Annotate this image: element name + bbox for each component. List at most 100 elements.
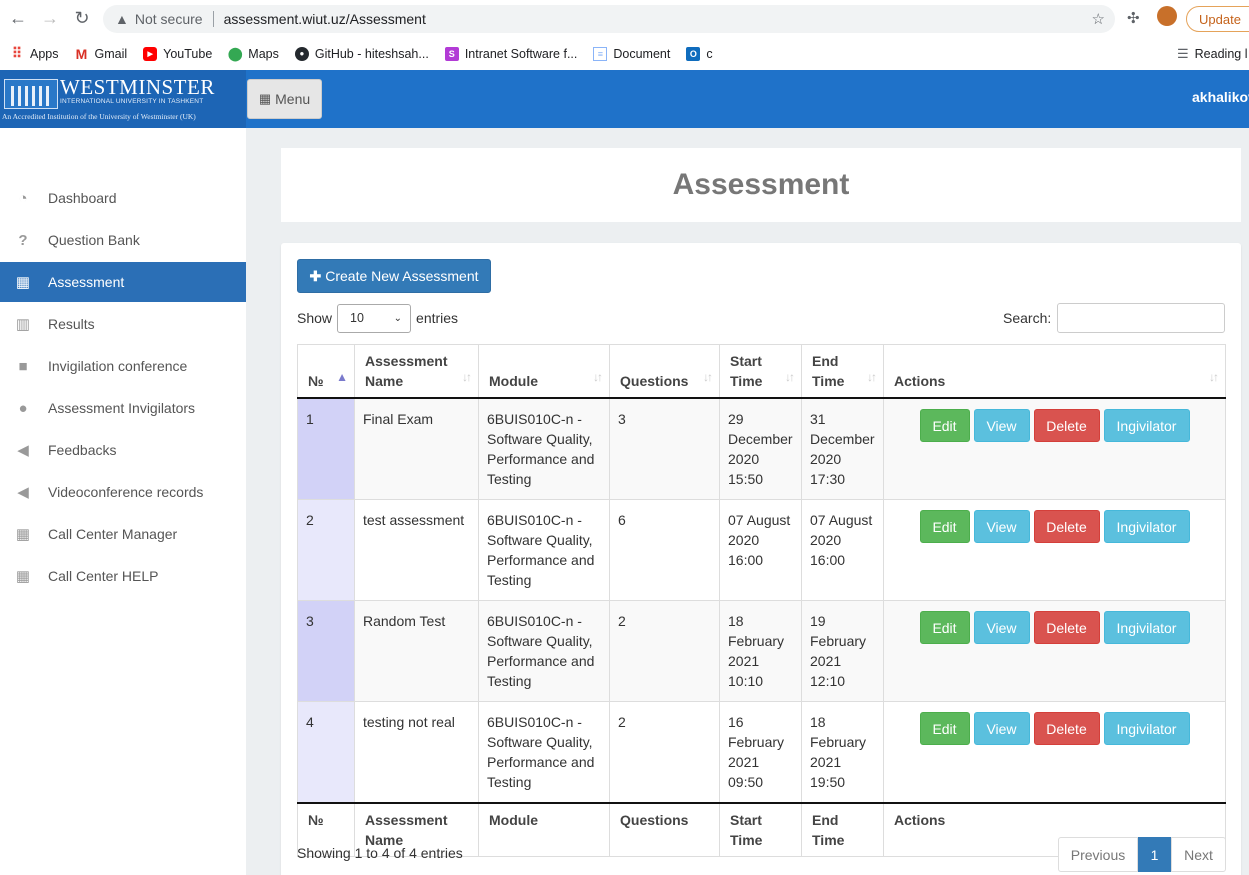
cell-name: testing not real bbox=[354, 701, 479, 804]
cell-end-time: 18 February 2021 19:50 bbox=[801, 701, 884, 804]
invigilator-button[interactable]: Ingivilator bbox=[1103, 510, 1190, 543]
bookmark-label: YouTube bbox=[163, 46, 213, 61]
university-logo[interactable]: WESTMINSTER INTERNATIONAL UNIVERSITY IN … bbox=[0, 70, 246, 128]
delete-button[interactable]: Delete bbox=[1033, 611, 1100, 644]
bullhorn-icon: ◀ bbox=[17, 442, 29, 459]
reading-list[interactable]: ☰ Reading l bbox=[1177, 46, 1247, 62]
edit-button[interactable]: Edit bbox=[919, 611, 970, 644]
back-arrow-icon[interactable]: ← bbox=[9, 8, 27, 28]
sidebar-item-assessment[interactable]: ▦ Assessment bbox=[0, 262, 246, 302]
delete-button[interactable]: Delete bbox=[1033, 510, 1100, 543]
cell-actions: Edit View Delete Ingivilator bbox=[883, 701, 1226, 804]
cell-actions: Edit View Delete Ingivilator bbox=[883, 600, 1226, 702]
column-header-actions[interactable]: Actions ↓↑ bbox=[883, 344, 1226, 399]
sidebar-item-videoconference-records[interactable]: ◀ Videoconference records bbox=[0, 472, 246, 512]
create-assessment-button[interactable]: ✚ Create New Assessment bbox=[297, 259, 491, 293]
forward-arrow-icon[interactable]: → bbox=[41, 8, 59, 28]
bookmark-label: Gmail bbox=[94, 46, 128, 61]
view-button[interactable]: View bbox=[973, 409, 1030, 442]
bookmark-github[interactable]: ● GitHub - hiteshsah... bbox=[294, 46, 429, 61]
edit-button[interactable]: Edit bbox=[919, 510, 970, 543]
column-header-name[interactable]: Assessment Name ↓↑ bbox=[354, 344, 479, 399]
view-button[interactable]: View bbox=[973, 712, 1030, 745]
table-row: 4 testing not real 6BUIS010C-n - Softwar… bbox=[297, 701, 1226, 804]
sidebar-item-dashboard[interactable]: ◔ Dashboard bbox=[0, 178, 246, 218]
bookmark-label: Intranet Software f... bbox=[464, 46, 578, 61]
column-header-questions[interactable]: Questions ↓↑ bbox=[609, 344, 720, 399]
reload-icon[interactable]: ↻ bbox=[74, 8, 90, 28]
update-button[interactable]: Update bbox=[1186, 6, 1249, 32]
sidebar-item-call-center-manager[interactable]: ▦ Call Center Manager bbox=[0, 514, 246, 554]
user-name[interactable]: akhalikov bbox=[1192, 89, 1249, 105]
invigilator-button[interactable]: Ingivilator bbox=[1103, 611, 1190, 644]
menu-label: Menu bbox=[275, 91, 311, 107]
logo-subtitle: INTERNATIONAL UNIVERSITY IN TASHKENT bbox=[60, 98, 204, 105]
bookmark-label: Maps bbox=[248, 46, 279, 61]
bookmark-label: c bbox=[706, 46, 713, 61]
sort-ascending-icon: ▲ bbox=[336, 370, 348, 384]
address-bar[interactable]: ▲ Not secure assessment.wiut.uz/Assessme… bbox=[103, 5, 1115, 33]
entries-label: entries bbox=[416, 310, 459, 326]
sidebar-item-label: Videoconference records bbox=[48, 484, 204, 500]
sidebar: ◔ Dashboard ? Question Bank ▦ Assessment ▥ R… bbox=[0, 128, 246, 875]
sort-icon: ↓↑ bbox=[593, 370, 603, 384]
invigilator-button[interactable]: Ingivilator bbox=[1103, 409, 1190, 442]
edit-button[interactable]: Edit bbox=[919, 409, 970, 442]
bookmark-youtube[interactable]: ▶ YouTube bbox=[143, 46, 213, 61]
calculator-icon: ▦ bbox=[15, 526, 31, 543]
view-button[interactable]: View bbox=[973, 510, 1030, 543]
sidebar-item-question-bank[interactable]: ? Question Bank bbox=[0, 220, 246, 260]
page-1-button[interactable]: 1 bbox=[1138, 837, 1171, 872]
github-icon: ● bbox=[294, 46, 309, 61]
column-header-label: Assessment Name bbox=[365, 353, 448, 389]
sidebar-item-feedbacks[interactable]: ◀ Feedbacks bbox=[0, 430, 246, 470]
cell-questions: 6 bbox=[609, 499, 720, 601]
bookmark-star-icon[interactable]: ☆ bbox=[1091, 11, 1105, 28]
bookmark-label: Document bbox=[613, 46, 671, 61]
delete-button[interactable]: Delete bbox=[1033, 409, 1100, 442]
sidebar-item-label: Assessment bbox=[48, 274, 125, 290]
menu-button[interactable]: ▦ Menu bbox=[247, 79, 322, 119]
column-header-start-time[interactable]: Start Time ↓↑ bbox=[719, 344, 802, 399]
bookmark-intranet[interactable]: S Intranet Software f... bbox=[444, 46, 578, 61]
footer-header-number: № bbox=[297, 802, 355, 857]
column-header-label: End Time bbox=[812, 353, 845, 389]
invigilator-button[interactable]: Ingivilator bbox=[1103, 712, 1190, 745]
sidebar-item-results[interactable]: ▥ Results bbox=[0, 304, 246, 344]
sidebar-item-label: Assessment Invigilators bbox=[48, 400, 196, 416]
column-header-module[interactable]: Module ↓↑ bbox=[478, 344, 610, 399]
table-info: Showing 1 to 4 of 4 entries bbox=[297, 845, 463, 861]
bookmark-gmail[interactable]: M Gmail bbox=[75, 46, 128, 62]
delete-button[interactable]: Delete bbox=[1033, 712, 1100, 745]
column-header-end-time[interactable]: End Time ↓↑ bbox=[801, 344, 884, 399]
entries-select[interactable]: 10 ⌄ bbox=[337, 303, 412, 333]
browser-chrome: ← → ↻ ▲ Not secure assessment.wiut.uz/As… bbox=[0, 0, 1249, 70]
grid-icon: ▦ bbox=[258, 91, 272, 106]
calculator-icon: ▦ bbox=[15, 274, 31, 291]
sidebar-item-assessment-invigilators[interactable]: ● Assessment Invigilators bbox=[0, 388, 246, 428]
building-logo-icon bbox=[4, 79, 58, 109]
column-header-number[interactable]: № ▲ bbox=[297, 344, 355, 399]
address-separator bbox=[212, 11, 214, 27]
url-text: assessment.wiut.uz/Assessment bbox=[223, 11, 426, 27]
cell-questions: 2 bbox=[609, 600, 720, 702]
search-input[interactable] bbox=[1057, 303, 1226, 333]
reading-list-icon: ☰ bbox=[1177, 46, 1189, 61]
sidebar-item-call-center-help[interactable]: ▦ Call Center HELP bbox=[0, 556, 246, 596]
cell-actions: Edit View Delete Ingivilator bbox=[883, 397, 1226, 500]
profile-avatar-icon[interactable] bbox=[1157, 6, 1177, 26]
bookmark-maps[interactable]: ⬤ Maps bbox=[228, 46, 279, 61]
extensions-puzzle-icon[interactable]: ✣ bbox=[1127, 10, 1140, 27]
previous-page-button[interactable]: Previous bbox=[1058, 837, 1138, 872]
logo-wordmark: WESTMINSTER bbox=[60, 75, 215, 99]
edit-button[interactable]: Edit bbox=[919, 712, 970, 745]
sidebar-item-invigilation-conference[interactable]: ■ Invigilation conference bbox=[0, 346, 246, 386]
next-page-button[interactable]: Next bbox=[1171, 837, 1226, 872]
view-button[interactable]: View bbox=[973, 611, 1030, 644]
bookmark-document[interactable]: ≡ Document bbox=[593, 46, 671, 61]
sidebar-item-label: Dashboard bbox=[48, 190, 117, 206]
reading-list-label: Reading l bbox=[1194, 47, 1248, 61]
bookmark-apps[interactable]: ⠿ Apps bbox=[10, 45, 59, 61]
assessment-panel: ✚ Create New Assessment Show 10 ⌄ entrie… bbox=[281, 243, 1241, 875]
